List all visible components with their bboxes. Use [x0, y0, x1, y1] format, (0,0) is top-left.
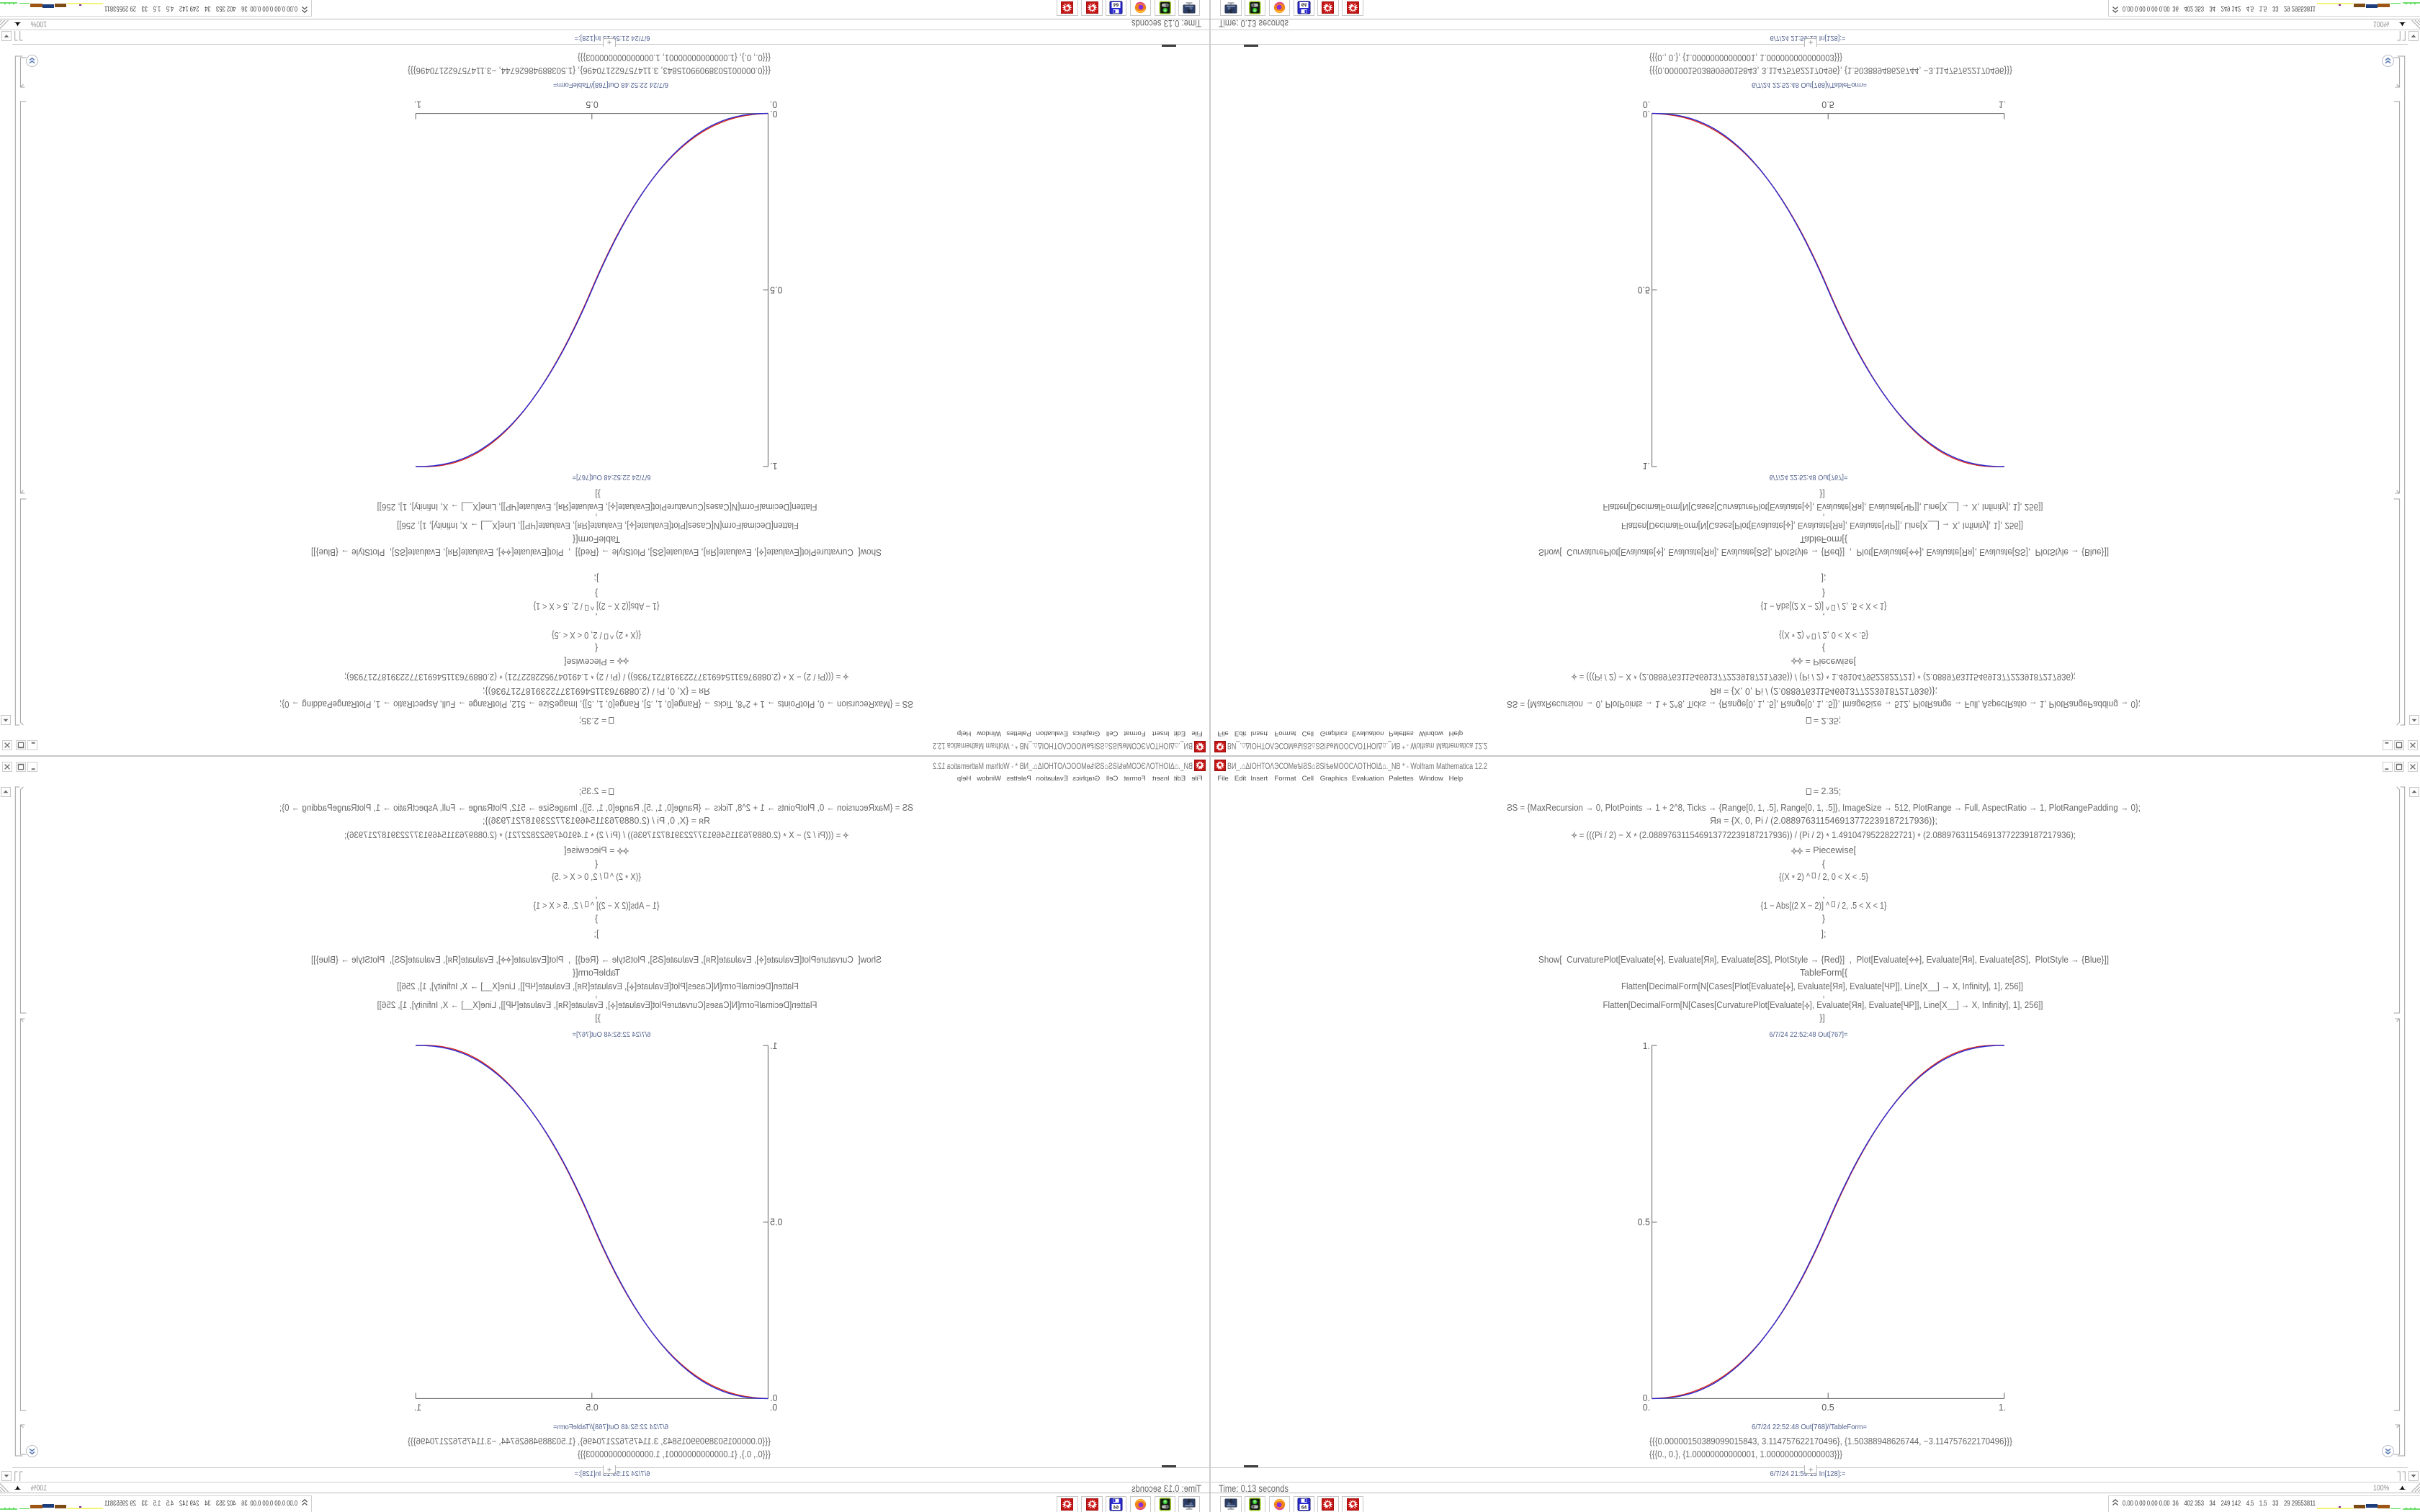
svg-text:0.: 0.	[770, 1403, 777, 1413]
svg-text:0.: 0.	[770, 109, 777, 119]
svg-text:0.5: 0.5	[770, 285, 782, 295]
svg-text:0.: 0.	[770, 1393, 777, 1403]
svg-text:64: 64	[1301, 1506, 1307, 1511]
svg-text:1.: 1.	[1999, 99, 2006, 109]
svg-text:64: 64	[1113, 1506, 1119, 1511]
svg-text:0.: 0.	[1643, 1403, 1650, 1413]
svg-text:1.: 1.	[414, 1403, 421, 1413]
svg-text:0.5: 0.5	[770, 1218, 782, 1228]
svg-text:1.: 1.	[414, 99, 421, 109]
svg-text:1.: 1.	[1643, 1041, 1650, 1051]
svg-text:0.5: 0.5	[1638, 1218, 1650, 1228]
svg-text:0.5: 0.5	[1638, 285, 1650, 295]
svg-text:0.5: 0.5	[586, 99, 598, 109]
svg-text:0.: 0.	[1643, 109, 1650, 119]
svg-text:0.: 0.	[1643, 99, 1650, 109]
svg-text:1.: 1.	[770, 1041, 777, 1051]
svg-text:0.5: 0.5	[586, 1403, 598, 1413]
svg-text:0.5: 0.5	[1821, 99, 1834, 109]
svg-text:64: 64	[1113, 2, 1119, 7]
svg-text:0.: 0.	[1643, 1393, 1650, 1403]
svg-text:64: 64	[1301, 2, 1307, 7]
svg-text:0.5: 0.5	[1821, 1403, 1834, 1413]
svg-text:1.: 1.	[1643, 461, 1650, 471]
svg-text:0.: 0.	[770, 99, 777, 109]
svg-text:1.: 1.	[770, 461, 777, 471]
svg-text:1.: 1.	[1999, 1403, 2006, 1413]
